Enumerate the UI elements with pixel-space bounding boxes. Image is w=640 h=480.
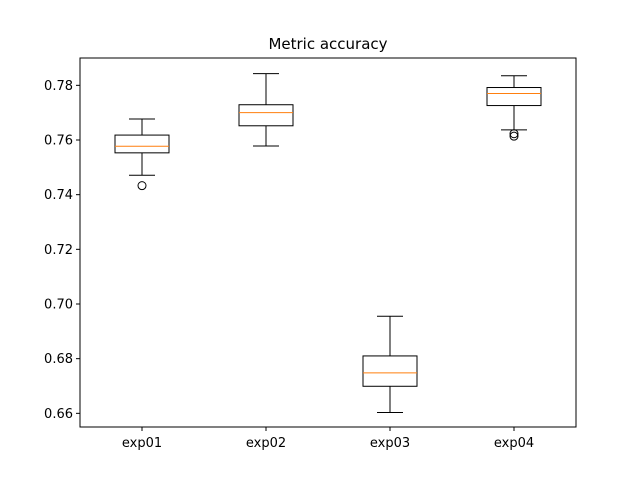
box-iqr xyxy=(238,104,294,127)
chart-title: Metric accuracy xyxy=(268,35,387,53)
y-tick-label: 0.76 xyxy=(44,134,73,149)
y-tick-label: 0.74 xyxy=(44,188,73,203)
outlier-point xyxy=(509,129,519,139)
y-axis: 0.66 0.68 0.70 0.72 0.74 0.76 0.78 xyxy=(44,79,80,422)
x-axis: exp01 exp02 exp03 exp04 xyxy=(122,427,534,451)
box-iqr xyxy=(362,355,418,387)
y-tick-label: 0.68 xyxy=(44,352,73,367)
y-tick-label: 0.72 xyxy=(44,243,73,258)
x-tick-label: exp02 xyxy=(246,436,286,451)
outlier-point xyxy=(137,181,147,191)
box-iqr xyxy=(114,134,170,154)
y-tick-label: 0.66 xyxy=(44,407,73,422)
plot-area-frame xyxy=(79,57,577,428)
y-tick-label: 0.70 xyxy=(44,298,73,313)
x-tick-label: exp04 xyxy=(494,436,534,451)
x-tick-label: exp03 xyxy=(370,436,410,451)
y-tick-label: 0.78 xyxy=(44,79,73,94)
box-iqr xyxy=(486,87,542,107)
boxes-group xyxy=(114,73,542,414)
outlier-point xyxy=(509,131,519,141)
x-tick-label: exp01 xyxy=(122,436,162,451)
